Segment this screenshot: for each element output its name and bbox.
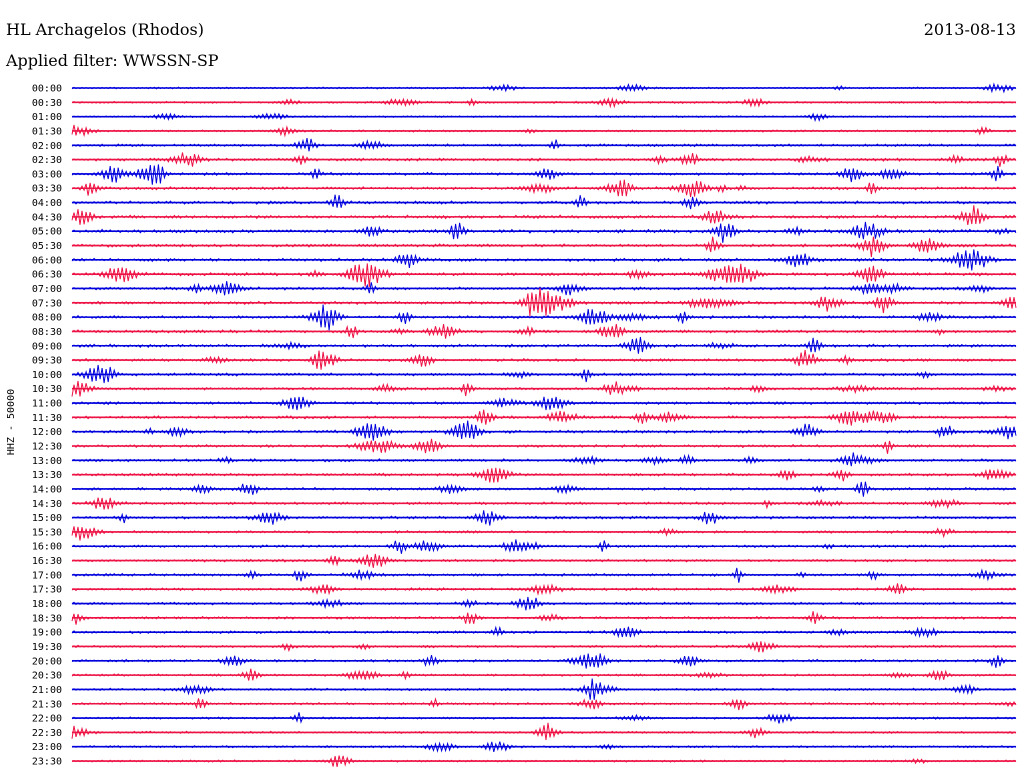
trace-line — [71, 420, 1017, 441]
trace-line — [71, 263, 1017, 288]
time-label: 08:00 — [32, 313, 62, 324]
time-label: 21:30 — [32, 699, 62, 710]
time-label: 20:00 — [32, 656, 62, 667]
time-label: 22:00 — [32, 714, 62, 725]
time-label: 02:30 — [32, 155, 62, 166]
time-label: 20:30 — [32, 671, 62, 682]
channel-label: HHZ - 50000 — [6, 389, 17, 455]
trace-line — [71, 526, 1017, 541]
time-label: 19:30 — [32, 642, 62, 653]
trace-line — [71, 221, 1017, 243]
time-label: 11:30 — [32, 413, 62, 424]
time-label: 10:30 — [32, 384, 62, 395]
time-label: 07:30 — [32, 298, 62, 309]
date-label: 2013-08-13 — [923, 20, 1016, 39]
time-label: 09:00 — [32, 341, 62, 352]
time-label: 15:00 — [32, 513, 62, 524]
time-label: 04:30 — [32, 212, 62, 223]
time-label: 06:00 — [32, 255, 62, 266]
time-label: 17:00 — [32, 570, 62, 581]
time-label: 14:30 — [32, 499, 62, 510]
trace-line — [71, 205, 1017, 225]
time-label: 03:30 — [32, 184, 62, 195]
trace-rows: 00:00 00:30 01:00 01:30 02:00 02:30 03:00 03:30… — [32, 82, 1017, 768]
time-label: 09:30 — [32, 356, 62, 367]
time-label: 06:30 — [32, 270, 62, 281]
station-title: HL Archagelos (Rhodos) — [6, 20, 204, 39]
time-label: 21:00 — [32, 685, 62, 696]
time-label: 07:00 — [32, 284, 62, 295]
time-label: 14:00 — [32, 484, 62, 495]
time-label: 00:00 — [32, 84, 62, 95]
time-label: 01:00 — [32, 112, 62, 123]
time-label: 05:30 — [32, 241, 62, 252]
trace-line — [71, 452, 1017, 467]
time-label: 00:30 — [32, 98, 62, 109]
time-label: 04:00 — [32, 198, 62, 209]
time-label: 02:00 — [32, 141, 62, 152]
time-label: 03:00 — [32, 169, 62, 180]
time-label: 16:30 — [32, 556, 62, 567]
time-label: 13:30 — [32, 470, 62, 481]
time-label: 13:00 — [32, 456, 62, 467]
time-label: 22:30 — [32, 728, 62, 739]
time-label: 01:30 — [32, 126, 62, 137]
time-label: 17:30 — [32, 585, 62, 596]
trace-line — [71, 722, 1017, 741]
time-label: 10:00 — [32, 370, 62, 381]
trace-line — [71, 236, 1017, 258]
time-label: 19:00 — [32, 628, 62, 639]
time-label: 15:30 — [32, 527, 62, 538]
time-label: 05:00 — [32, 227, 62, 238]
time-label: 18:30 — [32, 613, 62, 624]
time-label: 18:00 — [32, 599, 62, 610]
time-label: 23:00 — [32, 742, 62, 753]
filter-label: Applied filter: WWSSN-SP — [6, 51, 219, 70]
time-label: 23:30 — [32, 757, 62, 768]
time-label: 08:30 — [32, 327, 62, 338]
time-label: 11:00 — [32, 399, 62, 410]
time-label: 16:00 — [32, 542, 62, 553]
time-label: 12:00 — [32, 427, 62, 438]
time-label: 12:30 — [32, 442, 62, 453]
